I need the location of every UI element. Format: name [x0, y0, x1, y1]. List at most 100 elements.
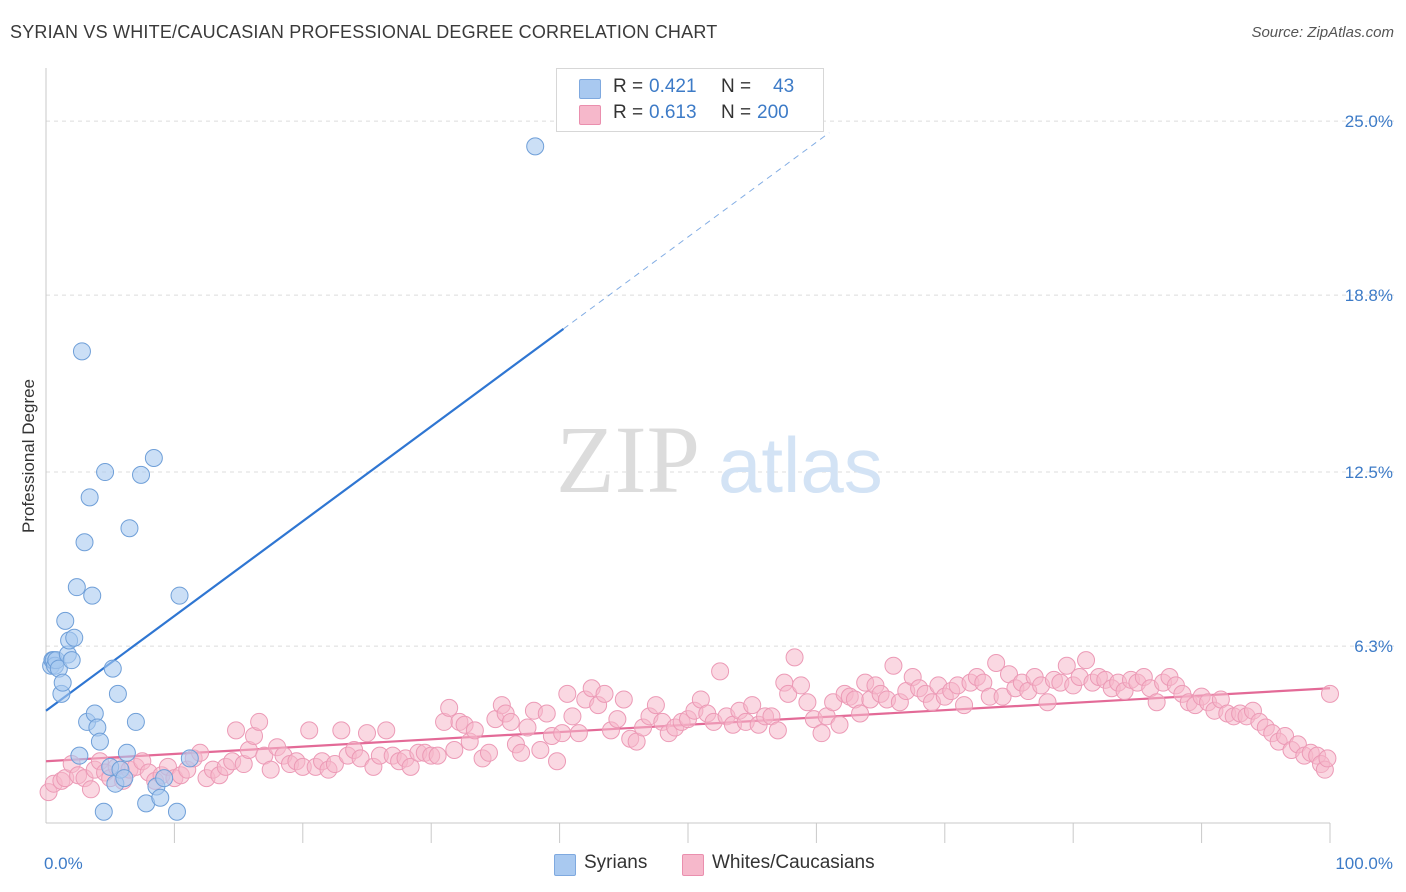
syrians-point	[526, 137, 545, 156]
y-tick-label: 18.8%	[1345, 286, 1393, 305]
whites-point	[768, 721, 787, 740]
whites-point	[537, 704, 556, 723]
bottom-legend-swatch-whites	[682, 854, 704, 876]
whites-point	[377, 721, 396, 740]
syrians-point	[90, 732, 109, 751]
whites-point	[779, 684, 798, 703]
syrians-point	[62, 651, 81, 670]
whites-point	[646, 696, 665, 715]
syrians-point	[151, 788, 170, 807]
whites-point	[987, 653, 1006, 672]
legend-r-label: R =	[613, 102, 644, 123]
syrians-trend-extension	[563, 132, 830, 330]
y-axis-label: Professional Degree	[19, 379, 38, 533]
chart-title: SYRIAN VS WHITE/CAUCASIAN PROFESSIONAL D…	[10, 22, 718, 42]
legend-n-label: N =	[721, 102, 752, 123]
syrians-point	[67, 578, 86, 597]
whites-point	[851, 704, 870, 723]
x-tick-label: 0.0%	[44, 854, 83, 873]
whites-point	[1321, 684, 1339, 703]
syrians-point	[65, 628, 84, 647]
whites-point	[798, 693, 817, 712]
whites-point	[512, 743, 531, 762]
y-tick-label: 6.3%	[1354, 637, 1393, 656]
syrians-point	[115, 769, 134, 788]
whites-point	[711, 662, 730, 681]
syrians-trend-line	[45, 327, 565, 712]
whites-point	[884, 656, 903, 675]
chart-source: Source: ZipAtlas.com	[1251, 24, 1394, 41]
whites-point	[1147, 693, 1166, 712]
syrians-point	[170, 586, 189, 605]
whites-point	[401, 757, 420, 776]
whites-point	[595, 684, 614, 703]
bottom-legend-label-syrians: Syrians	[584, 852, 648, 873]
whites-point	[531, 741, 550, 760]
whites-point	[358, 724, 376, 743]
legend-n-value: 43	[773, 76, 795, 97]
whites-point	[993, 687, 1012, 706]
syrians-point	[72, 342, 91, 361]
whites-point	[608, 710, 627, 729]
legend-n-value: 200	[757, 102, 789, 123]
whites-point	[465, 721, 484, 740]
correlation-legend: R = 0.421 N = 43 R = 0.613 N = 200	[556, 68, 824, 132]
syrians-point	[144, 449, 163, 468]
syrians-point	[108, 684, 127, 703]
whites-point	[1077, 651, 1096, 670]
whites-point	[428, 746, 447, 765]
whites-point	[518, 718, 537, 737]
whites-point	[1057, 656, 1076, 675]
syrians-point	[94, 802, 113, 821]
syrians-point	[126, 712, 145, 731]
syrians-point	[155, 769, 174, 788]
whites-point	[300, 721, 319, 740]
whites-point	[440, 698, 459, 717]
syrians-point	[120, 519, 139, 538]
syrians-point	[70, 746, 89, 765]
whites-point	[261, 760, 280, 779]
syrians-point	[132, 465, 151, 484]
whites-point	[81, 780, 100, 799]
legend-r-value: 0.421	[649, 76, 697, 97]
whites-point	[955, 696, 974, 715]
y-tick-label: 12.5%	[1345, 463, 1393, 482]
bottom-legend-swatch-syrians	[554, 854, 576, 876]
whites-point	[227, 721, 246, 740]
legend-r-label: R =	[613, 76, 644, 97]
whites-point	[563, 707, 582, 726]
syrians-point	[56, 611, 75, 630]
whites-point	[351, 749, 370, 768]
whites-point	[812, 724, 831, 743]
legend-n-label: N =	[721, 76, 752, 97]
whites-point	[558, 684, 577, 703]
whites-point	[325, 755, 344, 774]
syrians-point	[75, 533, 94, 552]
whites-point	[785, 648, 804, 667]
syrians-point	[117, 743, 136, 762]
whites-point	[250, 712, 269, 731]
watermark-zip: ZIP	[556, 406, 700, 513]
x-tick-label: 100.0%	[1335, 854, 1393, 873]
whites-point	[479, 743, 498, 762]
whites-point	[548, 752, 567, 771]
whites-point	[445, 741, 464, 760]
syrians-point	[180, 749, 199, 768]
syrians-point	[96, 463, 115, 482]
watermark-atlas: atlas	[718, 421, 883, 509]
y-tick-label: 25.0%	[1345, 112, 1393, 131]
legend-swatch-syrians	[579, 79, 601, 99]
whites-point	[614, 690, 633, 709]
whites-point	[830, 715, 849, 734]
whites-point	[553, 724, 572, 743]
syrians-point	[103, 659, 122, 678]
whites-point	[501, 712, 520, 731]
syrians-point	[53, 673, 72, 692]
syrians-point	[80, 488, 99, 507]
syrians-point	[83, 586, 102, 605]
whites-point	[1318, 749, 1337, 768]
legend-r-value: 0.613	[649, 102, 697, 123]
whites-point	[743, 696, 762, 715]
bottom-legend-label-whites: Whites/Caucasians	[712, 852, 875, 873]
